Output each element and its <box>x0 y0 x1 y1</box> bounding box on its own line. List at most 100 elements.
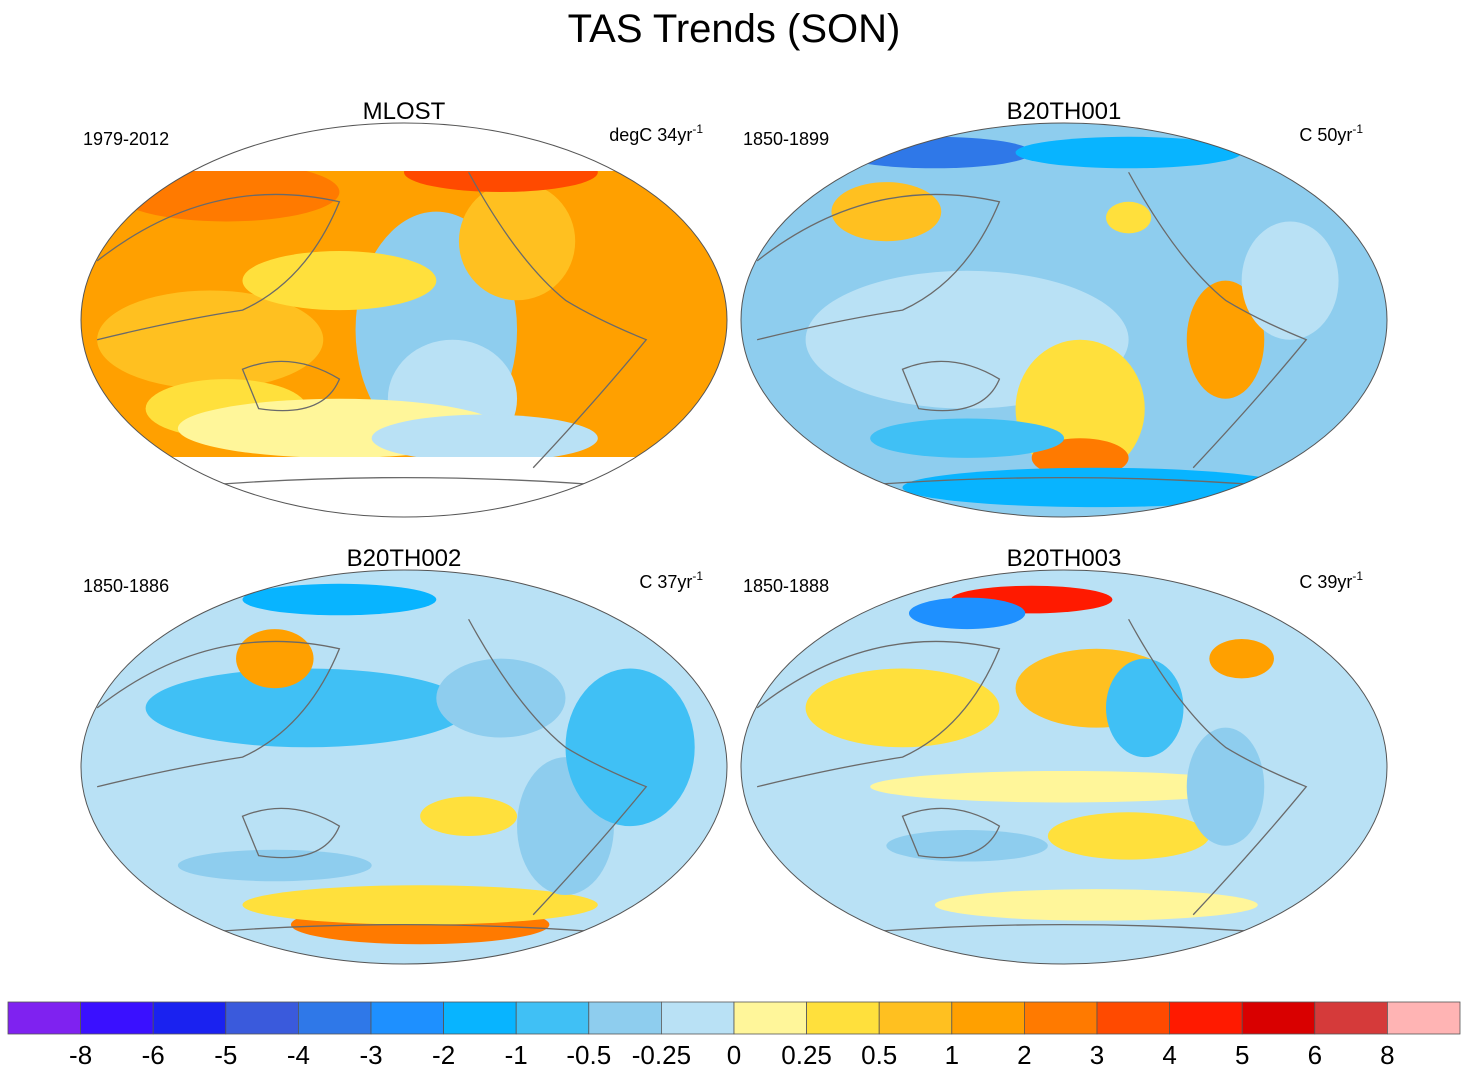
colorbar-box <box>951 1001 1025 1035</box>
coastline <box>901 807 1001 859</box>
field-region <box>805 668 1000 748</box>
colorbar-label: -1 <box>505 1040 528 1070</box>
field-region <box>113 162 340 222</box>
map-outline <box>740 122 1388 518</box>
colorbar-box <box>152 1001 227 1035</box>
field-region <box>1047 812 1210 860</box>
colorbar-box <box>1096 1001 1170 1035</box>
units-text: C 50yr <box>1299 125 1352 145</box>
field-region <box>831 182 942 242</box>
field-region <box>870 418 1064 458</box>
field-region <box>242 251 437 311</box>
coastline <box>468 618 648 916</box>
panel-period: 1850-1888 <box>743 576 829 596</box>
field-region <box>420 796 518 836</box>
colorbar-label: -0.5 <box>566 1040 611 1070</box>
colorbar-box <box>733 1001 807 1035</box>
field-region <box>1015 136 1242 169</box>
field-region <box>81 570 727 964</box>
colorbar-label: 5 <box>1235 1040 1249 1070</box>
colorbar-box <box>370 1001 444 1035</box>
coastline <box>1128 171 1308 469</box>
colorbar-box <box>443 1001 517 1035</box>
coastline <box>96 640 341 788</box>
field-region <box>1031 438 1129 478</box>
colorbar-label: 3 <box>1090 1040 1104 1070</box>
colorbar-box <box>878 1001 953 1035</box>
colorbar-box <box>806 1001 880 1035</box>
coastline <box>901 360 1001 412</box>
field-region <box>436 658 566 738</box>
colorbar-box <box>1241 1001 1316 1035</box>
units-text: degC 34yr <box>609 125 692 145</box>
field-region <box>1186 727 1265 846</box>
units-superscript: -1 <box>692 122 703 136</box>
colorbar-label: -2 <box>432 1040 455 1070</box>
coastline <box>468 171 648 469</box>
field-region <box>870 770 1258 803</box>
colorbar-box <box>588 1001 662 1035</box>
coastline <box>177 923 631 936</box>
field-region <box>242 885 598 925</box>
units-superscript: -1 <box>692 569 703 583</box>
field-region <box>565 668 695 827</box>
colorbar-box <box>515 1001 590 1035</box>
colorbar-label: 0.5 <box>861 1040 897 1070</box>
coastline <box>96 193 341 341</box>
colorbar-label: -8 <box>69 1040 92 1070</box>
field-region <box>1105 201 1152 234</box>
figure-title: TAS Trends (SON) <box>568 7 901 51</box>
colorbar-label: 0 <box>727 1040 741 1070</box>
coastline <box>756 640 1001 788</box>
colorbar-box <box>661 1001 735 1035</box>
colorbar-box <box>225 1001 299 1035</box>
units-superscript: -1 <box>1352 122 1363 136</box>
panel-units: C 37yr-1 <box>639 569 703 592</box>
field-region <box>1186 280 1265 399</box>
coastline <box>837 923 1291 936</box>
colorbar-label: -3 <box>359 1040 382 1070</box>
field-region <box>242 583 437 616</box>
coastline <box>837 476 1291 489</box>
colorbar-box <box>297 1001 372 1035</box>
colorbar-label: -0.25 <box>632 1040 691 1070</box>
map-outline <box>80 569 728 965</box>
panel-title: B20TH001 <box>1007 98 1122 125</box>
colorbar-label: 6 <box>1308 1040 1322 1070</box>
colorbar-label: 1 <box>945 1040 959 1070</box>
colorbar-box <box>1169 1001 1243 1035</box>
field-region <box>902 467 1291 508</box>
coastline <box>241 360 341 412</box>
map-outline <box>80 122 728 518</box>
panel-title: B20TH003 <box>1007 545 1122 572</box>
units-text: C 37yr <box>639 572 692 592</box>
panel-title: MLOST <box>363 98 446 125</box>
field-region <box>371 414 598 462</box>
colorbar-label: 8 <box>1380 1040 1394 1070</box>
field-region <box>145 668 469 748</box>
field-region <box>908 597 1026 630</box>
panel-period: 1850-1899 <box>743 129 829 149</box>
units-superscript: -1 <box>1352 569 1363 583</box>
field-region <box>458 182 576 301</box>
map-panel <box>741 570 1387 964</box>
map-panel <box>81 123 727 517</box>
map-panel <box>741 123 1387 517</box>
panel-units: C 50yr-1 <box>1299 122 1363 145</box>
panel-units: degC 34yr-1 <box>609 122 703 145</box>
field-region <box>177 849 372 882</box>
field-region <box>97 290 324 389</box>
field-region <box>886 830 1048 862</box>
missing-data <box>81 457 727 517</box>
panel-period: 1850-1886 <box>83 576 169 596</box>
colorbar-box <box>1024 1001 1098 1035</box>
colorbar-label: 0.25 <box>781 1040 832 1070</box>
coastline <box>1128 618 1308 916</box>
field-region <box>1209 638 1274 679</box>
coastline <box>756 193 1001 341</box>
colorbar-box <box>1387 1001 1461 1035</box>
field-region <box>1105 658 1184 758</box>
colorbar-label: -6 <box>142 1040 165 1070</box>
map-outline <box>740 569 1388 965</box>
